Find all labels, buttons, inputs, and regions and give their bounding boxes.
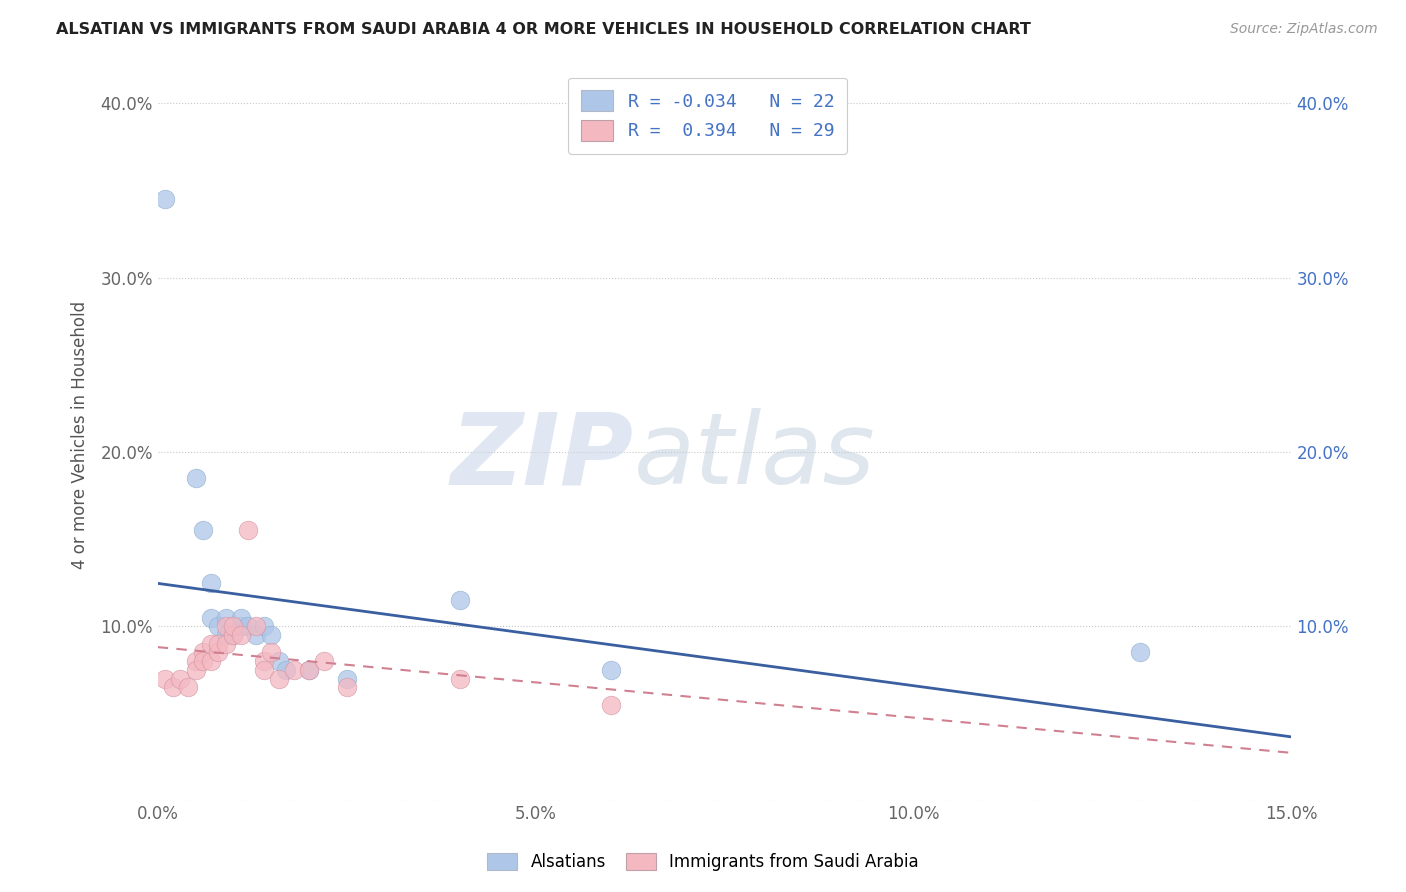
Point: [215, 628, 238, 642]
Point: [229, 619, 252, 633]
Point: [215, 637, 238, 651]
Point: [600, 698, 623, 712]
Point: [191, 524, 214, 538]
Point: [169, 672, 191, 686]
Point: [238, 619, 260, 633]
Point: [200, 654, 222, 668]
Point: [336, 672, 359, 686]
Point: [200, 575, 222, 590]
Legend: R = -0.034   N = 22, R =  0.394   N = 29: R = -0.034 N = 22, R = 0.394 N = 29: [568, 78, 846, 153]
Point: [267, 672, 290, 686]
Point: [1129, 645, 1152, 659]
Point: [215, 619, 238, 633]
Point: [229, 610, 252, 624]
Point: [222, 619, 245, 633]
Point: [229, 628, 252, 642]
Text: ZIP: ZIP: [451, 408, 634, 505]
Point: [336, 681, 359, 695]
Text: Source: ZipAtlas.com: Source: ZipAtlas.com: [1230, 22, 1378, 37]
Point: [207, 645, 229, 659]
Point: [207, 637, 229, 651]
Point: [238, 524, 260, 538]
Point: [252, 663, 274, 677]
Point: [276, 663, 298, 677]
Point: [184, 471, 207, 485]
Point: [312, 654, 335, 668]
Point: [162, 681, 184, 695]
Point: [222, 628, 245, 642]
Point: [600, 663, 623, 677]
Point: [298, 663, 321, 677]
Text: ALSATIAN VS IMMIGRANTS FROM SAUDI ARABIA 4 OR MORE VEHICLES IN HOUSEHOLD CORRELA: ALSATIAN VS IMMIGRANTS FROM SAUDI ARABIA…: [56, 22, 1031, 37]
Point: [191, 654, 214, 668]
Point: [191, 645, 214, 659]
Point: [245, 619, 267, 633]
Point: [207, 619, 229, 633]
Point: [200, 637, 222, 651]
Y-axis label: 4 or more Vehicles in Household: 4 or more Vehicles in Household: [72, 301, 89, 568]
Point: [222, 628, 245, 642]
Point: [184, 663, 207, 677]
Point: [245, 628, 267, 642]
Point: [215, 610, 238, 624]
Point: [184, 654, 207, 668]
Point: [252, 654, 274, 668]
Point: [267, 654, 290, 668]
Point: [252, 619, 274, 633]
Point: [449, 672, 471, 686]
Point: [283, 663, 305, 677]
Point: [449, 593, 471, 607]
Point: [177, 681, 200, 695]
Text: atlas: atlas: [634, 408, 876, 505]
Point: [260, 645, 283, 659]
Legend: Alsatians, Immigrants from Saudi Arabia: Alsatians, Immigrants from Saudi Arabia: [479, 845, 927, 880]
Point: [200, 610, 222, 624]
Point: [298, 663, 321, 677]
Point: [155, 192, 177, 206]
Point: [260, 628, 283, 642]
Point: [155, 672, 177, 686]
